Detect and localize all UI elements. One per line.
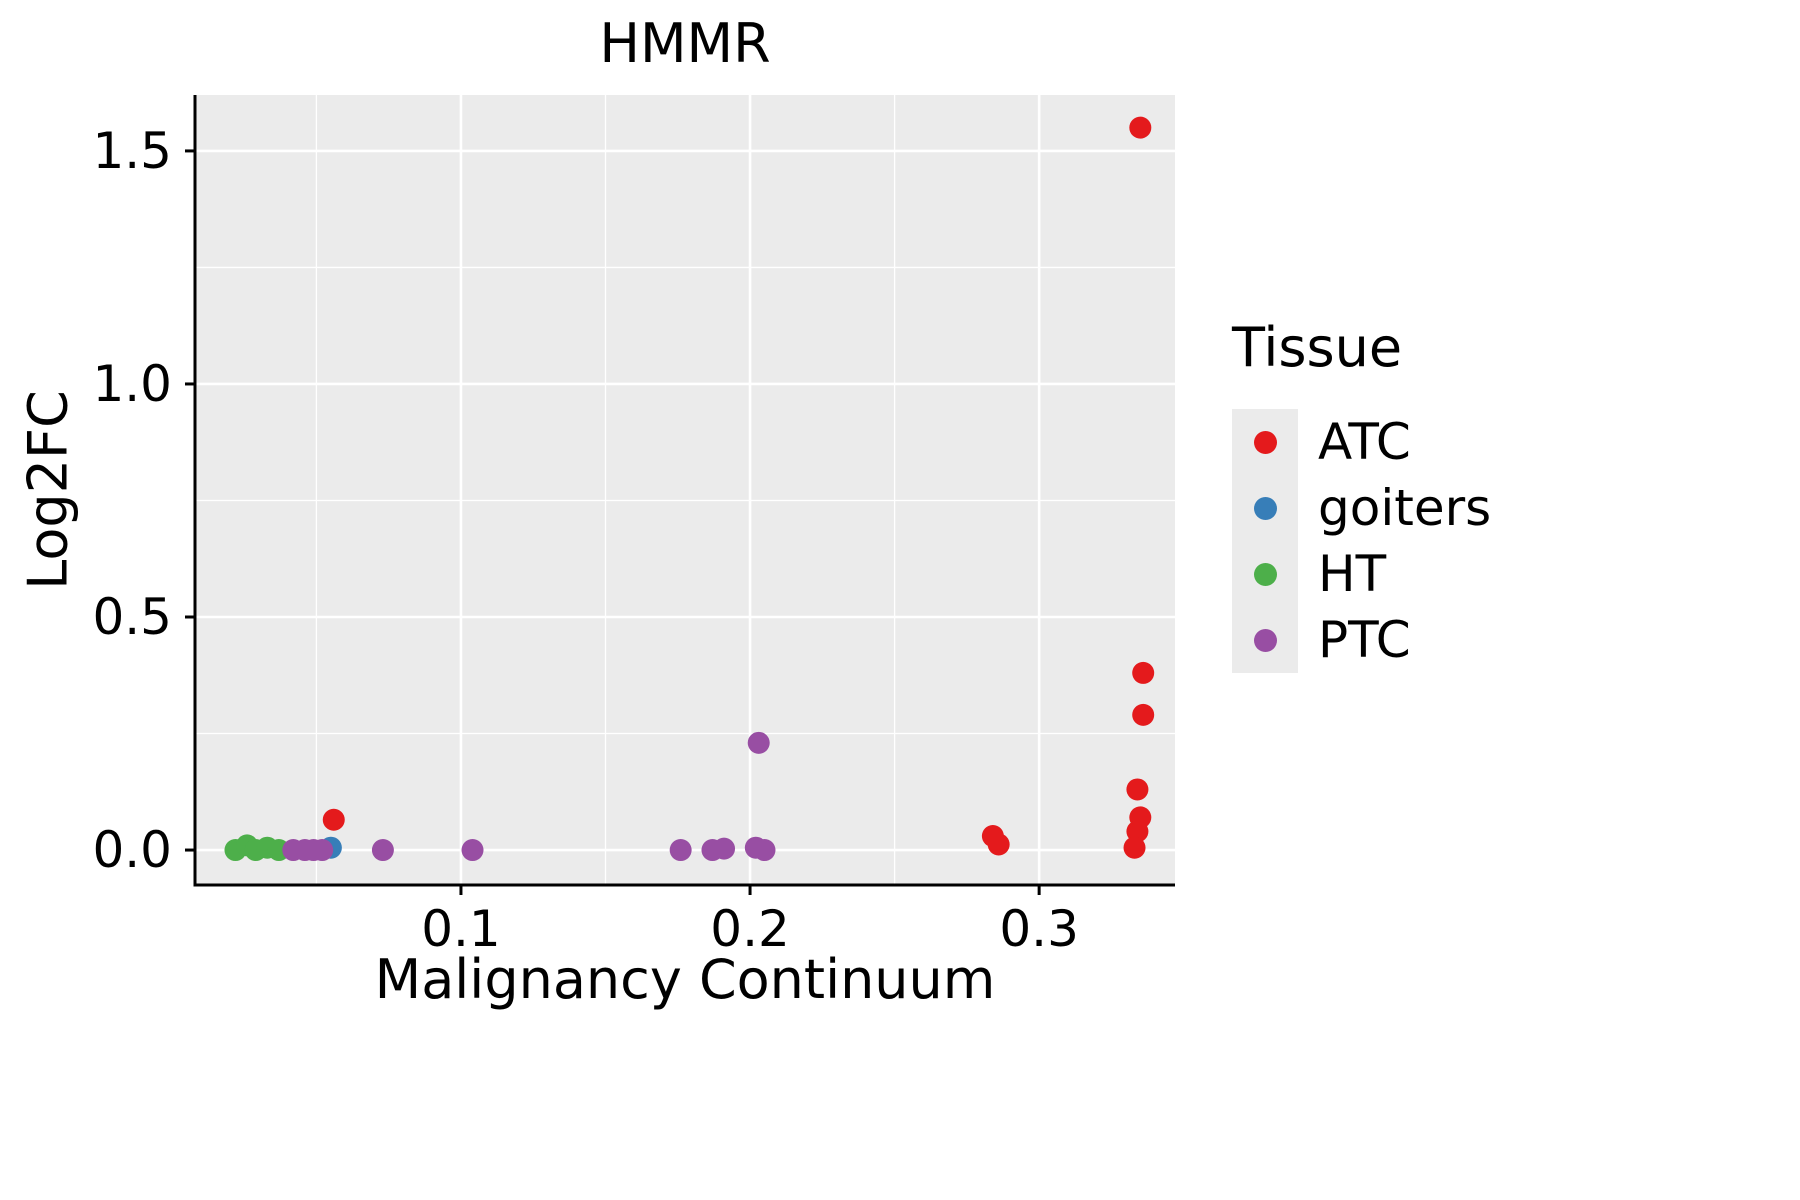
legend-key	[1232, 607, 1298, 673]
legend-key	[1232, 541, 1298, 607]
point-PTC	[747, 731, 770, 754]
point-ATC	[1126, 820, 1149, 843]
legend-swatch-goiters-icon	[1253, 496, 1277, 520]
point-ATC	[1126, 778, 1149, 801]
x-axis-label: Malignancy Continuum	[374, 948, 996, 1011]
legend-label-ht: HT	[1318, 545, 1387, 603]
legend-entry-ht: HT	[1232, 541, 1491, 607]
chart-title: HMMR	[599, 12, 771, 75]
legend-label-goiters: goiters	[1318, 479, 1492, 537]
legend-swatch-ptc-icon	[1253, 628, 1277, 652]
legend-key	[1232, 475, 1298, 541]
panel-background	[195, 95, 1175, 885]
point-ATC	[322, 808, 345, 831]
point-PTC	[461, 839, 484, 862]
legend-entry-goiters: goiters	[1232, 475, 1491, 541]
point-PTC	[753, 839, 776, 862]
point-PTC	[669, 839, 692, 862]
legend-entry-atc: ATC	[1232, 409, 1491, 475]
y-axis-label: Log2FC	[16, 390, 80, 590]
point-ATC	[1132, 703, 1155, 726]
point-PTC	[311, 839, 334, 862]
point-ATC	[1123, 836, 1146, 859]
legend-title: Tissue	[1232, 316, 1403, 379]
point-ATC	[1132, 661, 1155, 684]
point-PTC	[371, 839, 394, 862]
legend-entries: ATC goiters HT PTC	[1232, 409, 1491, 673]
point-ATC	[987, 833, 1010, 856]
point-PTC	[713, 837, 736, 860]
legend-label-atc: ATC	[1318, 413, 1411, 471]
legend-key	[1232, 409, 1298, 475]
legend-label-ptc: PTC	[1318, 611, 1411, 669]
legend-swatch-atc-icon	[1253, 430, 1277, 454]
point-ATC	[1129, 116, 1152, 139]
legend: Tissue ATC goiters HT PTC	[1232, 316, 1491, 673]
legend-entry-ptc: PTC	[1232, 607, 1491, 673]
legend-swatch-ht-icon	[1253, 562, 1277, 586]
